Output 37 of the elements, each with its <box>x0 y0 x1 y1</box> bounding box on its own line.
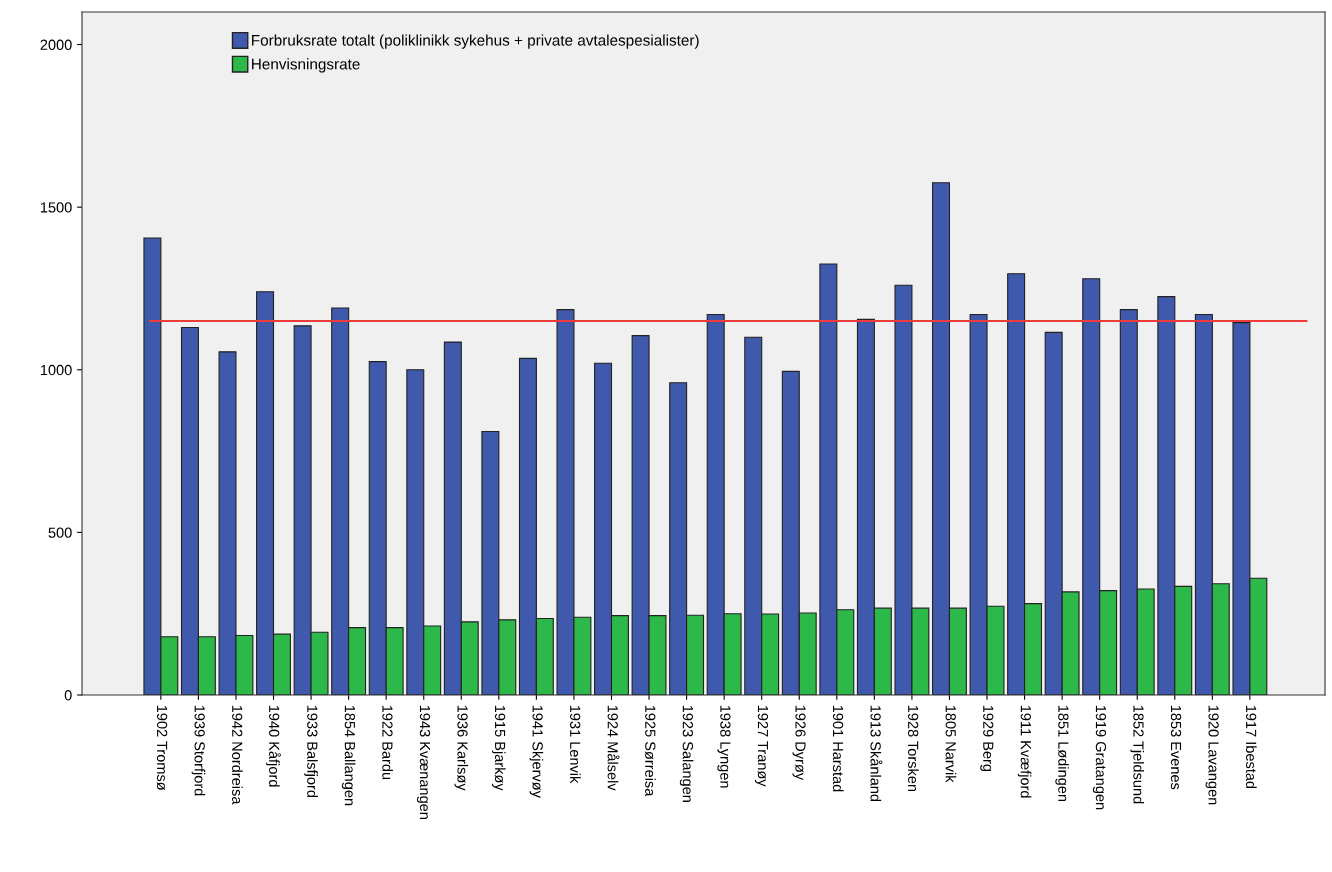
x-tick-label: 1911 Kvæfjord <box>1017 705 1032 798</box>
y-tick-label: 0 <box>64 690 72 701</box>
x-tick-label: 1922 Bardu <box>382 705 393 780</box>
y-tick-label: 1000 <box>40 364 72 376</box>
y-tick-label: 500 <box>48 527 72 538</box>
x-tick-label: 1852 Tjeldsund <box>1130 705 1145 804</box>
y-tick-label: 2000 <box>40 39 72 50</box>
x-tick-label: 1931 Lenvik <box>570 705 581 784</box>
x-tick-label: 1851 Lødingen <box>1055 705 1069 802</box>
x-tick-label: 1853 Evenes <box>1170 705 1182 790</box>
x-tick-label: 1901 Harstad <box>832 705 844 792</box>
x-tick-label: 1942 Nordreisa <box>232 705 243 805</box>
x-tick-label: 1936 Karlsøy <box>454 705 469 791</box>
x-tick-label: 1933 Balsfjord <box>304 705 318 798</box>
x-tick-label: 1941 Skjervøy <box>529 705 544 798</box>
x-tick-label: 1923 Salangen <box>679 705 694 802</box>
x-tick-label: 1917 Ibestad <box>1245 705 1257 789</box>
x-tick-label: 1925 Sørreisa <box>645 705 656 797</box>
x-tick-label: 1943 Kvænangen <box>416 705 431 819</box>
x-tick-label: 1854 Ballangen <box>341 705 356 806</box>
x-tick-label: 1926 Dyrøy <box>792 705 806 781</box>
x-tick-label: 1929 Berg <box>980 705 994 772</box>
x-tick-label: 1805 Narvik <box>945 705 957 783</box>
x-tick-label: 1938 Lyngen <box>717 705 731 788</box>
x-tick-label: 1940 Kåfjord <box>266 705 281 787</box>
x-tick-label: 1915 Bjarkøy <box>492 705 506 791</box>
x-tick-label: 1928 Torsken <box>908 705 919 792</box>
x-tick-label: 1919 Gratangen <box>1092 705 1107 810</box>
legend-label: Forbruksrate totalt (poliklinikk sykehus + private avtalespesialister) <box>252 34 699 49</box>
legend-label: Henvisningsrate <box>252 58 360 73</box>
y-tick-label: 1500 <box>40 202 72 213</box>
x-tick-label: 1924 Målselv <box>607 705 620 791</box>
x-tick-label: 1913 Skånland <box>870 705 883 802</box>
x-tick-label: 1902 Tromsø <box>156 705 168 791</box>
x-tick-label: 1920 Lavangen <box>1205 705 1219 805</box>
x-tick-label: 1927 Tranøy <box>754 705 769 787</box>
x-tick-label: 1939 Storfjord <box>191 705 206 796</box>
